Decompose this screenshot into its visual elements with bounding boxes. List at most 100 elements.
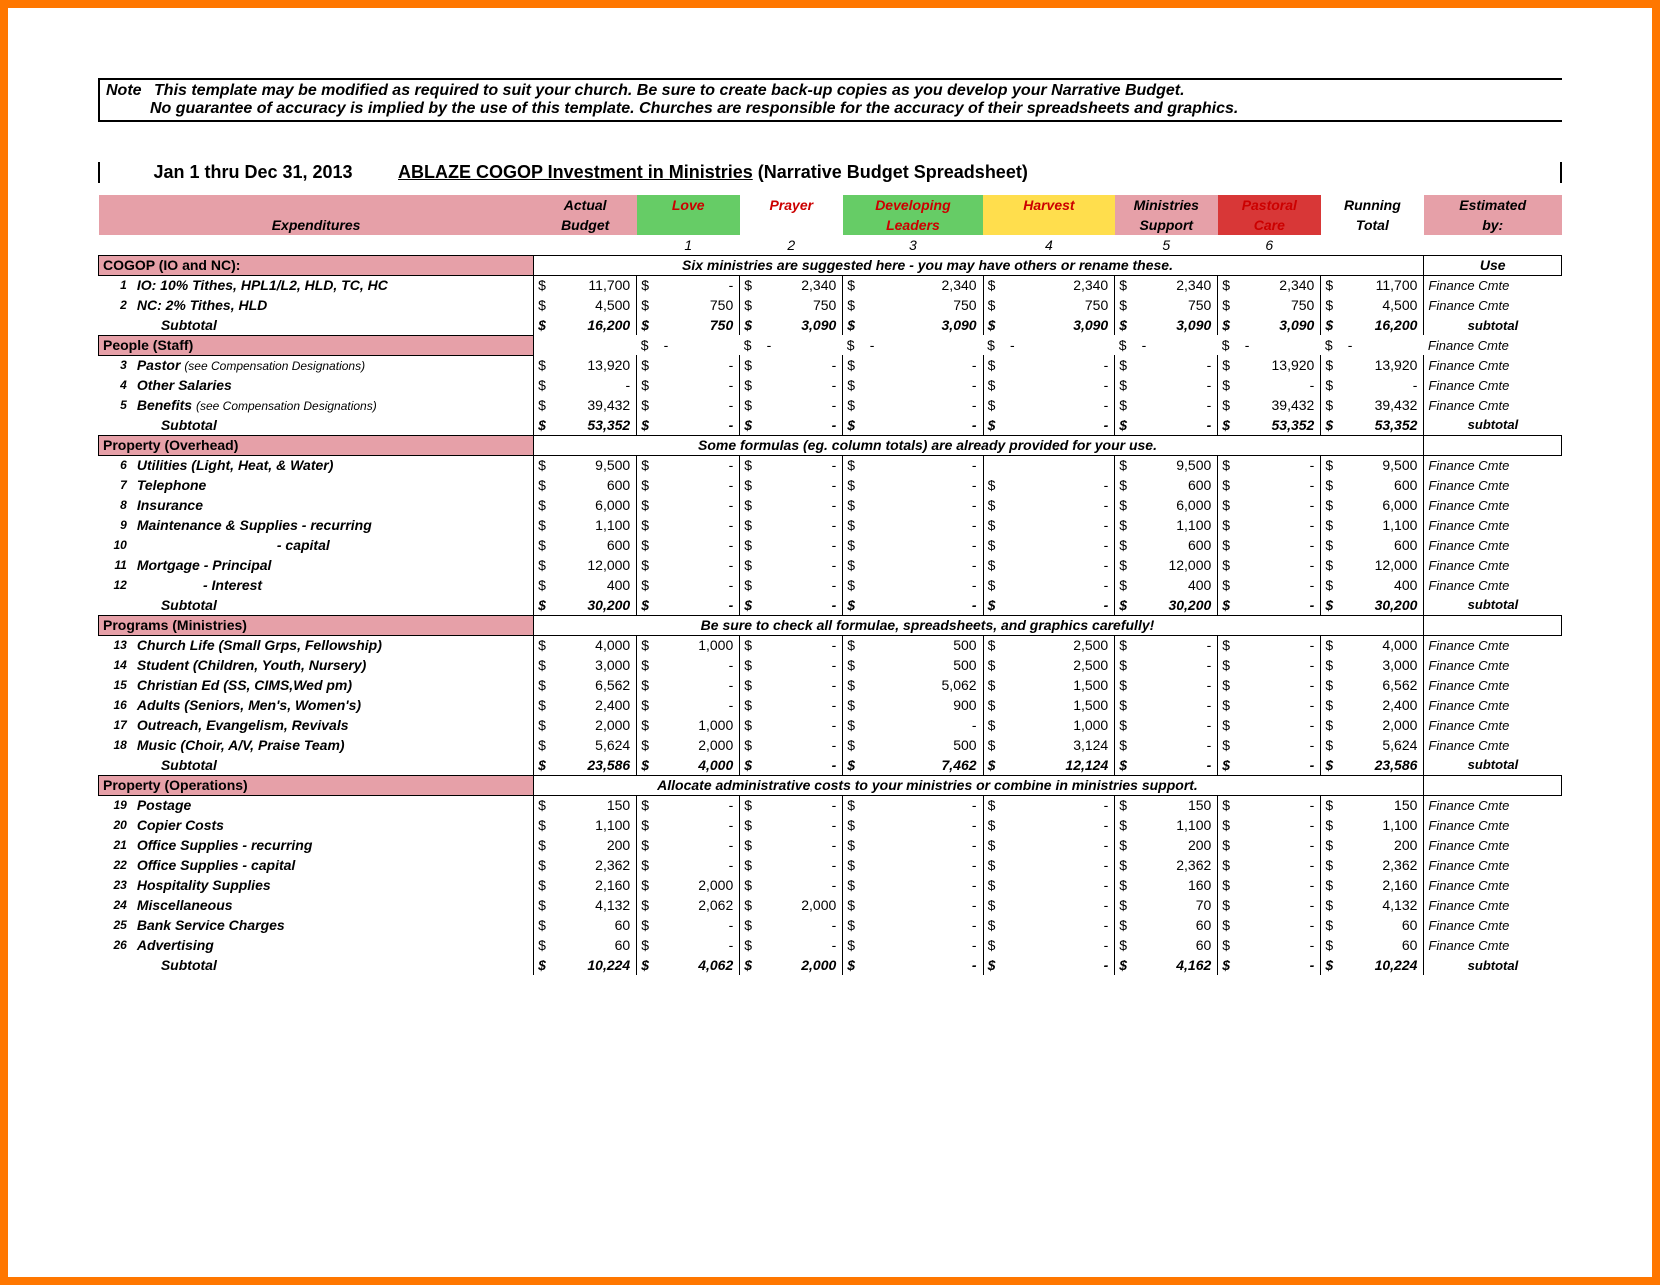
note-box: Note This template may be modified as re… [98, 78, 1562, 122]
hdr-leaders: Leaders [843, 215, 983, 235]
title-main: ABLAZE COGOP Investment in Ministries (N… [398, 162, 1560, 183]
table-row: 5Benefits (see Compensation Designations… [99, 395, 1562, 415]
est-cell: Finance Cmte [1424, 395, 1562, 415]
col-num-1: 1 [637, 235, 740, 255]
subtotal-row: Subtotal$53,352$-$-$-$-$-$53,352$53,352s… [99, 415, 1562, 435]
table-row: 17Outreach, Evangelism, Revivals$2,000$1… [99, 715, 1562, 735]
table-row: 21Office Supplies - recurring$200$-$-$-$… [99, 835, 1562, 855]
table-row: 19Postage$150$-$-$-$-$150$-$150Finance C… [99, 795, 1562, 815]
est-cell: subtotal [1424, 315, 1562, 335]
hdr-ministries: Ministries [1115, 195, 1218, 215]
hdr-by: by: [1424, 215, 1562, 235]
table-row: 15Christian Ed (SS, CIMS,Wed pm)$6,562$-… [99, 675, 1562, 695]
hdr-running: Running [1321, 195, 1424, 215]
hdr-budget: Budget [534, 215, 637, 235]
note-line-1: Note This template may be modified as re… [106, 82, 1556, 100]
budget-table: ActualLovePrayerDevelopingHarvestMinistr… [98, 195, 1562, 975]
est-cell: Finance Cmte [1424, 655, 1562, 675]
est-cell: subtotal [1424, 415, 1562, 435]
table-row: 7Telephone$600$-$-$-$-$600$-$600Finance … [99, 475, 1562, 495]
hdr-support: Support [1115, 215, 1218, 235]
col-num-4: 4 [983, 235, 1115, 255]
table-row: 14Student (Children, Youth, Nursery)$3,0… [99, 655, 1562, 675]
est-cell: Finance Cmte [1424, 855, 1562, 875]
est-cell: Finance Cmte [1424, 735, 1562, 755]
table-row: 4Other Salaries$-$-$-$-$-$-$-$-Finance C… [99, 375, 1562, 395]
subtotal-row: Subtotal$10,224$4,062$2,000$-$-$4,162$-$… [99, 955, 1562, 975]
hdr-exp-top [99, 195, 534, 215]
title-date: Jan 1 thru Dec 31, 2013 [98, 162, 398, 183]
est-cell: subtotal [1424, 595, 1562, 615]
est-cell: Finance Cmte [1424, 815, 1562, 835]
est-cell: Finance Cmte [1424, 635, 1562, 655]
est-cell: Finance Cmte [1424, 295, 1562, 315]
section-label: Programs (Ministries) [99, 615, 534, 635]
table-row: 13Church Life (Small Grps, Fellowship)$4… [99, 635, 1562, 655]
est-cell: Finance Cmte [1424, 915, 1562, 935]
est-cell: Finance Cmte [1424, 675, 1562, 695]
section-banner: Allocate administrative costs to your mi… [534, 775, 1321, 795]
subtotal-row: Subtotal$30,200$-$-$-$-$30,200$-$30,200s… [99, 595, 1562, 615]
table-row: 16Adults (Seniors, Men's, Women's)$2,400… [99, 695, 1562, 715]
hdr-total: Total [1321, 215, 1424, 235]
est-cell: Finance Cmte [1424, 835, 1562, 855]
est-cell: Finance Cmte [1424, 895, 1562, 915]
col-num-2: 2 [740, 235, 843, 255]
section-banner: Six ministries are suggested here - you … [534, 255, 1321, 275]
hdr-harvest: Harvest [983, 195, 1115, 215]
table-row: 9Maintenance & Supplies - recurring$1,10… [99, 515, 1562, 535]
note-title: Note [106, 82, 142, 99]
hdr-estimated: Estimated [1424, 195, 1562, 215]
est-cell: Finance Cmte [1424, 475, 1562, 495]
est-cell: Finance Cmte [1424, 515, 1562, 535]
hdr-love: Love [637, 195, 740, 215]
section-label: Property (Operations) [99, 775, 534, 795]
note-text-1: This template may be modified as require… [154, 82, 1185, 99]
table-row: 3Pastor (see Compensation Designations)$… [99, 355, 1562, 375]
col-num-5: 5 [1115, 235, 1218, 255]
title-rest: (Narrative Budget Spreadsheet) [758, 162, 1028, 182]
est-cell: Finance Cmte [1424, 555, 1562, 575]
col-num-3: 3 [843, 235, 983, 255]
hdr-expenditures: Expenditures [99, 215, 534, 235]
page: Note This template may be modified as re… [8, 8, 1652, 1277]
title-row: Jan 1 thru Dec 31, 2013 ABLAZE COGOP Inv… [98, 162, 1562, 183]
note-text-2: No guarantee of accuracy is implied by t… [150, 100, 1238, 117]
section-banner: Be sure to check all formulae, spreadshe… [534, 615, 1321, 635]
est-cell: Finance Cmte [1424, 455, 1562, 475]
section-label: Property (Overhead) [99, 435, 534, 455]
est-cell: Finance Cmte [1424, 875, 1562, 895]
table-row: 18Music (Choir, A/V, Praise Team)$5,624$… [99, 735, 1562, 755]
est-cell: Finance Cmte [1424, 795, 1562, 815]
est-cell: Finance Cmte [1424, 495, 1562, 515]
section-banner: Some formulas (eg. column totals) are al… [534, 435, 1321, 455]
est-cell: Finance Cmte [1424, 355, 1562, 375]
hdr-actual: Actual [534, 195, 637, 215]
section-label: People (Staff) [99, 335, 534, 355]
est-cell: subtotal [1424, 755, 1562, 775]
col-num-6: 6 [1218, 235, 1321, 255]
est-cell: Finance Cmte [1424, 935, 1562, 955]
use-label: Use [1424, 255, 1562, 275]
table-row: 20Copier Costs$1,100$-$-$-$-$1,100$-$1,1… [99, 815, 1562, 835]
table-row: 1IO: 10% Tithes, HPL1/L2, HLD, TC, HC$11… [99, 275, 1562, 295]
est-cell: Finance Cmte [1424, 375, 1562, 395]
est-cell: Finance Cmte [1424, 715, 1562, 735]
title-underlined: ABLAZE COGOP Investment in Ministries [398, 162, 753, 182]
table-row: 24Miscellaneous$4,132$2,062$2,000$-$-$70… [99, 895, 1562, 915]
table-row: 8Insurance$6,000$-$-$-$-$6,000$-$6,000Fi… [99, 495, 1562, 515]
table-row: 23Hospitality Supplies$2,160$2,000$-$-$-… [99, 875, 1562, 895]
est-cell: Finance Cmte [1424, 575, 1562, 595]
subtotal-row: Subtotal$16,200$750$3,090$3,090$3,090$3,… [99, 315, 1562, 335]
table-row: 6Utilities (Light, Heat, & Water)$9,500$… [99, 455, 1562, 475]
hdr-pastoral: Pastoral [1218, 195, 1321, 215]
est-cell: Finance Cmte [1424, 695, 1562, 715]
est-cell: subtotal [1424, 955, 1562, 975]
hdr-care: Care [1218, 215, 1321, 235]
est-cell: Finance Cmte [1424, 535, 1562, 555]
hdr-developing: Developing [843, 195, 983, 215]
est-cell: Finance Cmte [1424, 335, 1562, 355]
table-row: 2NC: 2% Tithes, HLD$4,500$750$750$750$75… [99, 295, 1562, 315]
table-row: 22Office Supplies - capital$2,362$-$-$-$… [99, 855, 1562, 875]
est-cell: Finance Cmte [1424, 275, 1562, 295]
